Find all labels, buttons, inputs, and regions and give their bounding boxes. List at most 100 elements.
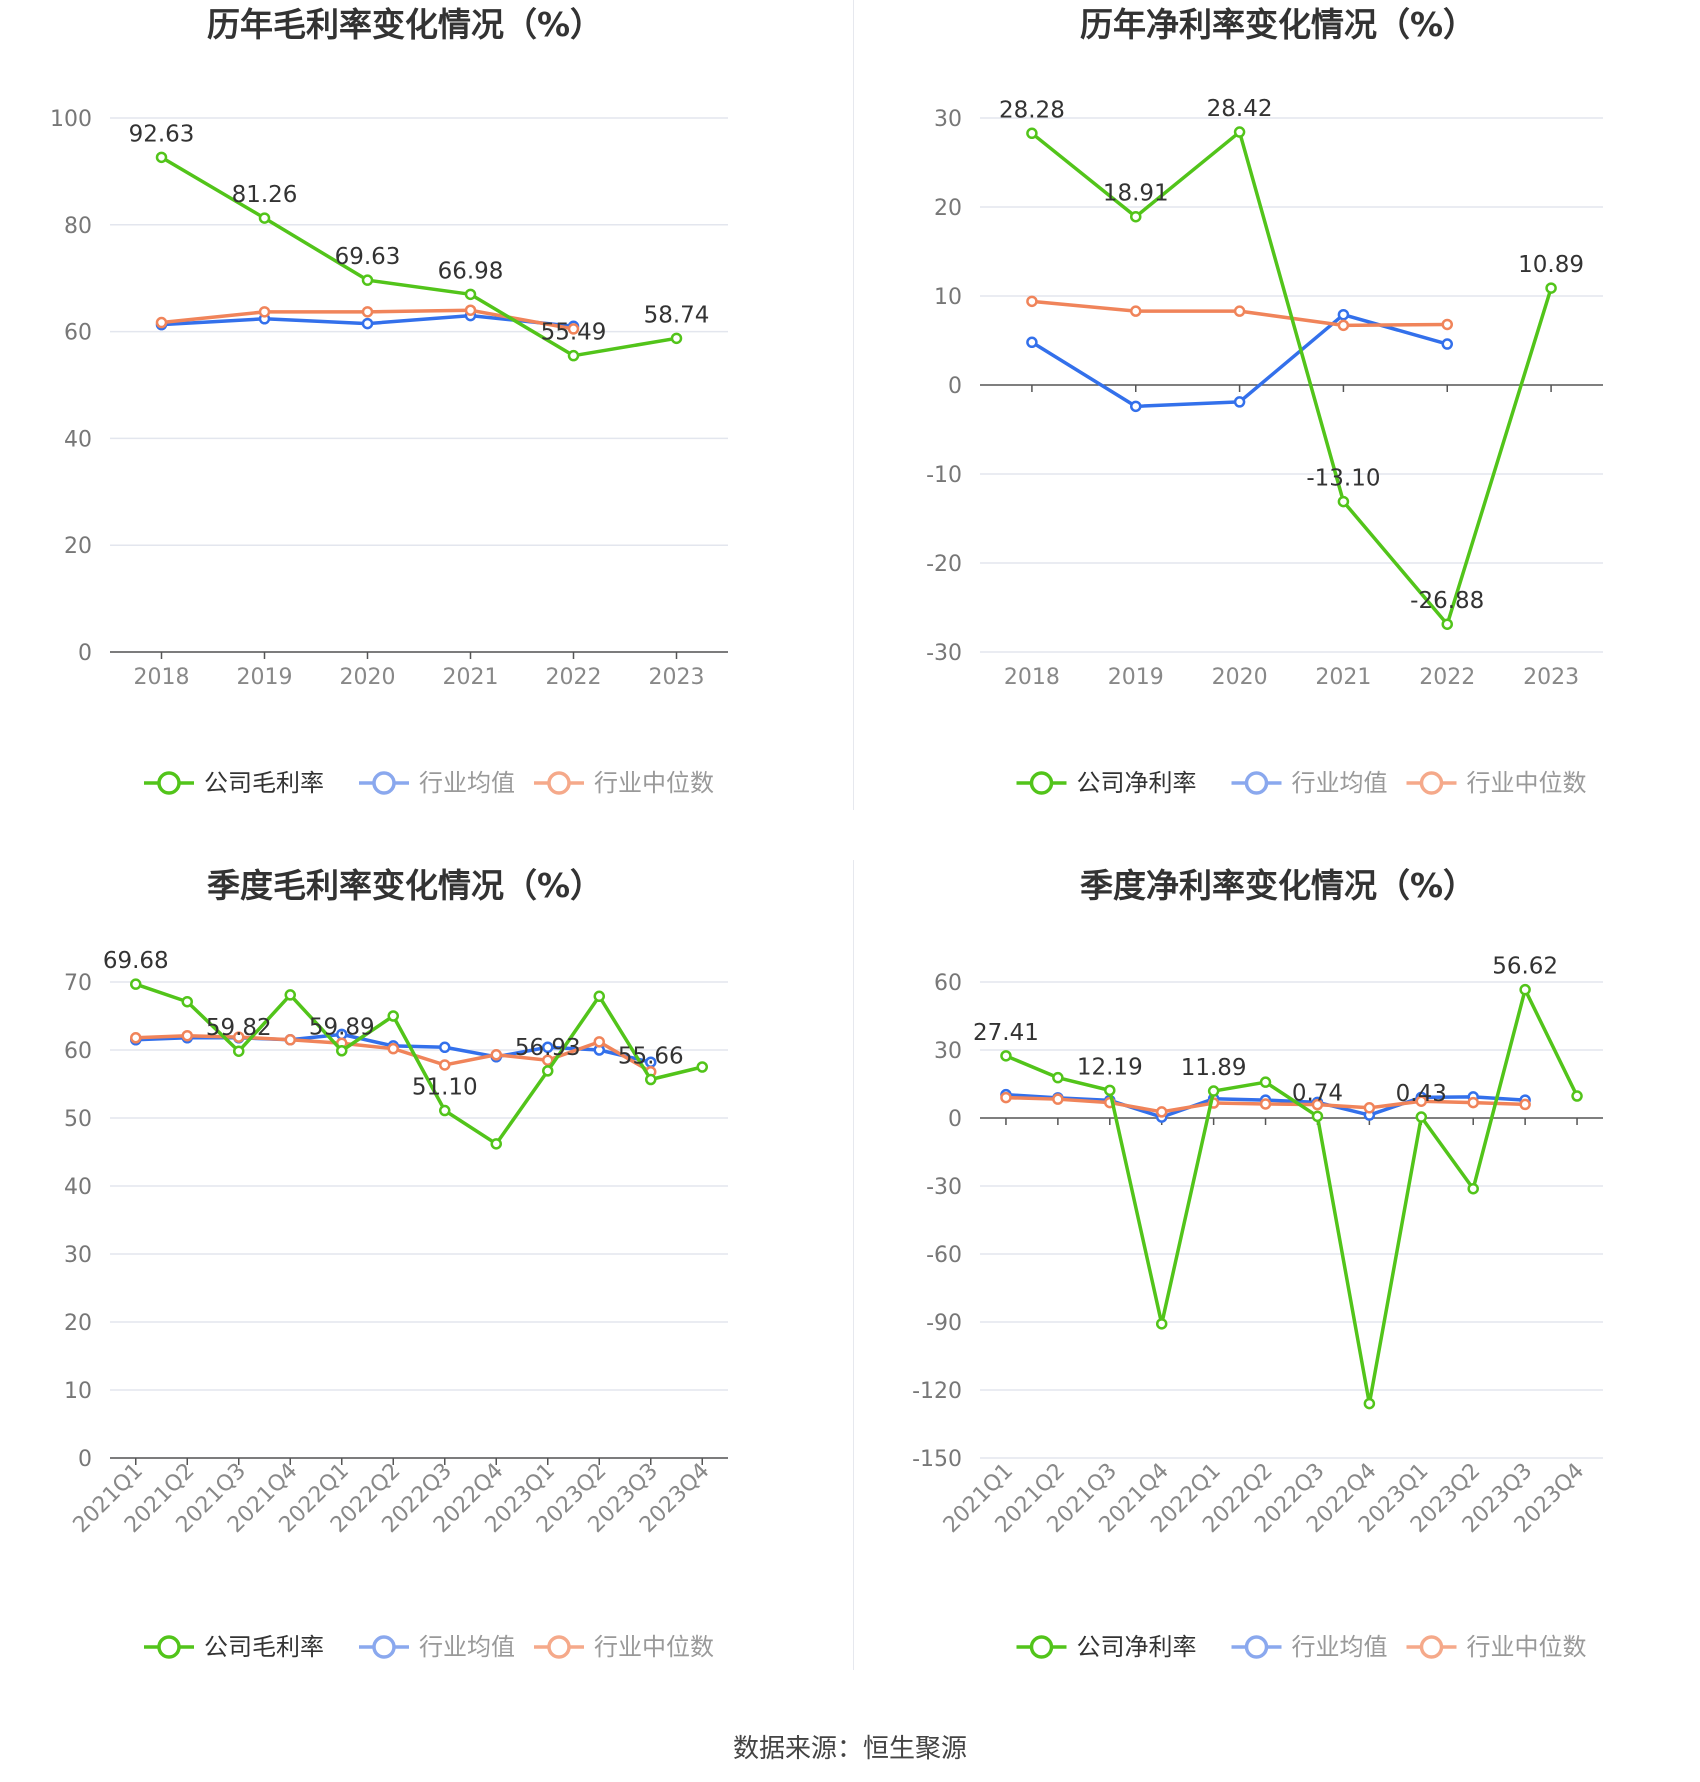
legend-label: 行业均值 <box>1292 1633 1388 1661</box>
y-tick-label: 20 <box>64 1311 92 1336</box>
data-point <box>490 1049 502 1061</box>
y-tick-label: 20 <box>64 534 92 559</box>
data-point <box>696 1061 708 1073</box>
data-point <box>464 288 477 301</box>
data-point <box>155 151 168 164</box>
data-point <box>1130 400 1142 413</box>
x-tick-label: 2018 <box>1004 665 1060 690</box>
y-tick-label: 10 <box>934 285 962 310</box>
data-point <box>1519 983 1531 996</box>
data-point <box>1233 305 1246 317</box>
legend-marker <box>1029 1635 1054 1659</box>
data-point <box>1519 1098 1531 1111</box>
data-point <box>1052 1093 1064 1105</box>
legend-marker <box>157 1635 181 1659</box>
data-point <box>1130 305 1142 317</box>
y-tick-label: -60 <box>926 1243 962 1268</box>
y-tick-label: -10 <box>926 463 962 488</box>
data-label: 11.89 <box>1181 1055 1247 1081</box>
data-label: 56.62 <box>1492 954 1558 980</box>
y-tick-label: -20 <box>926 552 962 577</box>
data-point <box>1441 338 1453 350</box>
y-tick-label: 0 <box>78 1447 92 1472</box>
y-tick-label: 100 <box>50 107 92 132</box>
legend-label: 公司毛利率 <box>204 769 324 797</box>
data-label: 0.74 <box>1292 1080 1343 1106</box>
y-tick-label: 60 <box>64 1039 92 1064</box>
data-point <box>464 304 477 316</box>
data-point <box>1026 127 1038 140</box>
data-label: 12.19 <box>1077 1054 1143 1080</box>
data-point <box>155 316 168 329</box>
data-label: 58.74 <box>644 302 710 328</box>
legend-label: 行业中位数 <box>594 769 714 797</box>
data-point <box>1467 1096 1479 1109</box>
data-point <box>284 1034 296 1046</box>
data-label: 55.66 <box>618 1044 684 1070</box>
data-point <box>1337 495 1350 508</box>
y-tick-label: 0 <box>948 374 962 399</box>
data-point <box>1363 1102 1376 1114</box>
data-point <box>181 1029 193 1042</box>
x-tick-label: 2023 <box>1523 665 1579 690</box>
data-point <box>1415 1111 1428 1123</box>
y-tick-label: 70 <box>64 971 92 996</box>
legend-label: 行业中位数 <box>1467 1633 1587 1661</box>
legend-marker <box>1419 1635 1444 1659</box>
data-label: 81.26 <box>232 182 298 208</box>
data-point <box>1337 319 1350 332</box>
data-point <box>1026 295 1038 308</box>
x-tick-label: 2021 <box>443 665 499 690</box>
data-label: 28.42 <box>1207 96 1273 122</box>
legend-label: 行业均值 <box>419 769 515 797</box>
chart-title: 季度毛利率变化情况（%） <box>207 866 603 905</box>
y-tick-label: 50 <box>64 1107 92 1132</box>
data-point <box>130 978 142 990</box>
legend-marker <box>1244 1635 1269 1659</box>
x-tick-label: 2023 <box>649 665 705 690</box>
x-tick-label: 2019 <box>237 665 293 690</box>
data-point <box>1337 308 1350 321</box>
x-tick-label: 2018 <box>134 665 190 690</box>
legend-marker <box>372 771 396 795</box>
data-point <box>1259 1098 1272 1110</box>
x-tick-label: 2022 <box>546 665 602 690</box>
data-point <box>233 1031 245 1043</box>
legend-label: 公司毛利率 <box>204 1633 324 1661</box>
data-label: 59.82 <box>206 1015 272 1041</box>
y-tick-label: 0 <box>78 641 92 666</box>
y-tick-label: 40 <box>64 427 92 452</box>
legend-label: 行业均值 <box>419 1633 515 1661</box>
data-label: 66.98 <box>438 258 504 284</box>
legend-marker <box>157 771 181 795</box>
data-label: -13.10 <box>1306 466 1380 492</box>
data-point <box>361 317 374 330</box>
data-point <box>387 1042 399 1055</box>
data-point <box>1311 1098 1324 1111</box>
data-point <box>1259 1076 1272 1088</box>
data-point <box>645 1073 657 1086</box>
data-point <box>1233 396 1246 408</box>
y-tick-label: 0 <box>948 1107 962 1132</box>
data-point <box>1026 336 1038 349</box>
data-point <box>258 212 271 224</box>
data-point <box>593 1036 605 1048</box>
y-tick-label: -90 <box>926 1311 962 1336</box>
data-point <box>181 995 193 1008</box>
data-point <box>258 306 271 318</box>
y-tick-label: -120 <box>912 1379 962 1404</box>
data-point <box>1467 1182 1479 1195</box>
data-point <box>1104 1084 1116 1097</box>
data-point <box>1000 1091 1012 1104</box>
data-label: 55.49 <box>541 320 607 346</box>
data-point <box>1571 1090 1583 1102</box>
legend-marker <box>1419 771 1444 795</box>
data-label: -26.88 <box>1410 588 1484 614</box>
y-tick-label: 30 <box>934 1039 962 1064</box>
x-tick-label: 2021 <box>1315 665 1371 690</box>
data-point <box>387 1010 399 1022</box>
data-label: 92.63 <box>129 121 195 147</box>
data-point <box>670 332 683 345</box>
series-line <box>1030 312 1448 409</box>
series-line <box>1005 987 1579 1406</box>
